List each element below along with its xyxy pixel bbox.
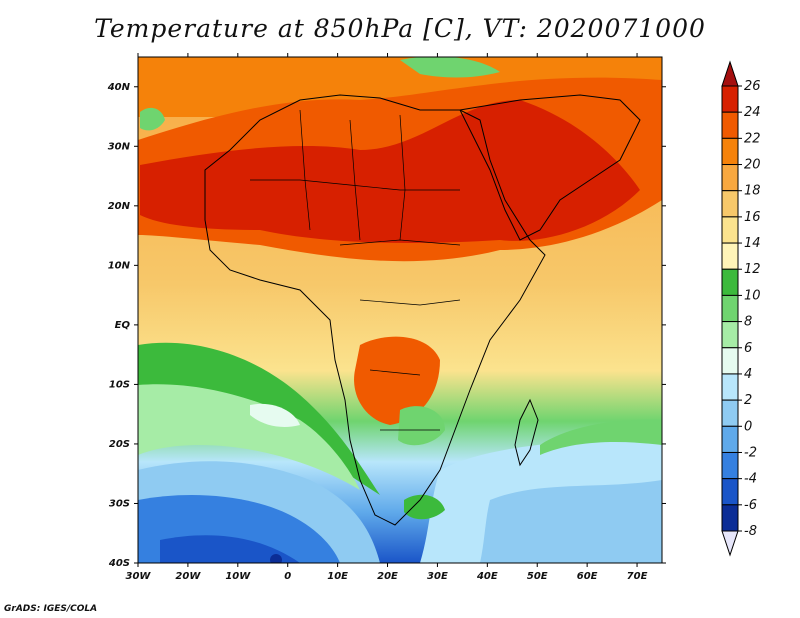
lat-label: EQ [115,320,131,331]
lon-label: 60E [577,571,598,582]
lat-label: 40S [108,558,130,569]
colorbar-swatch [721,190,739,218]
credit-text: GrADS: IGES/COLA [4,604,98,614]
temperature-field [138,57,662,563]
colorbar-label: -4 [744,472,757,487]
colorbar-swatch [721,399,739,427]
colorbar-swatch [721,347,739,375]
colorbar-swatch [721,111,739,139]
lon-label: 20E [377,571,398,582]
lon-label: 10W [225,571,251,582]
lon-label: 30W [126,571,152,582]
country-borders [250,109,461,431]
lat-label: 30N [108,141,131,152]
colorbar-bottom-triangle [721,530,739,557]
colorbar-swatch [721,373,739,401]
colorbar-swatch [721,137,739,166]
lon-label: 50E [527,571,548,582]
colorbar-label: 8 [744,315,752,330]
colorbar-label: 0 [744,419,752,434]
colorbar-swatch [721,294,739,323]
colorbar-label: 20 [744,158,761,173]
lat-label: 40N [107,82,131,93]
colorbar-label: 12 [744,262,761,277]
colorbar-label: 24 [744,105,761,120]
colorbar-swatch [721,242,739,270]
colorbar-swatch [721,216,739,244]
colorbar-swatch [721,164,739,192]
colorbar-swatch [721,321,739,349]
lat-label: 20S [109,439,130,450]
lat-label: 30S [109,498,130,509]
lat-label: 10N [108,260,131,271]
colorbar-swatch [721,425,739,453]
lon-label: 0 [284,571,291,582]
colorbar-top-triangle [721,60,739,87]
colorbar-label: -2 [744,445,757,460]
colorbar-label: 18 [744,184,761,199]
coastline [204,94,641,526]
latitude-axis: 40N 30N 20N 10N EQ 10S 20S 30S 40S [107,82,666,569]
colorbar-swatch [721,85,739,113]
colorbar-swatch [721,268,739,296]
colorbar-swatch [721,451,739,480]
colorbar-label: 4 [744,367,752,382]
map-title: Temperature at 850hPa [C], VT: 202007100… [94,14,706,43]
colorbar-label: 6 [744,341,752,356]
plot-frame [137,56,663,564]
lon-label: 20W [175,571,201,582]
colorbar-label: 14 [744,236,761,251]
lat-label: 10S [109,379,130,390]
colorbar-label: 16 [744,210,761,225]
colorbar-swatch [721,504,739,532]
colorbar-label: 22 [744,131,761,146]
colorbar-label: 10 [744,288,761,303]
lon-label: 30E [427,571,448,582]
lat-label: 20N [108,201,131,212]
colorbar-label: -6 [744,498,757,513]
colorbar-label: 2 [744,393,752,408]
colorbar-label: 26 [744,79,761,94]
lon-label: 70E [627,571,648,582]
longitude-axis: 30W 20W 10W 0 10E 20E 30E 40E 50E 60E 70E [126,53,648,582]
lon-label: 40E [476,571,498,582]
colorbar-swatch [721,478,739,506]
lon-label: 10E [327,571,348,582]
colorbar-label: -8 [744,524,757,539]
